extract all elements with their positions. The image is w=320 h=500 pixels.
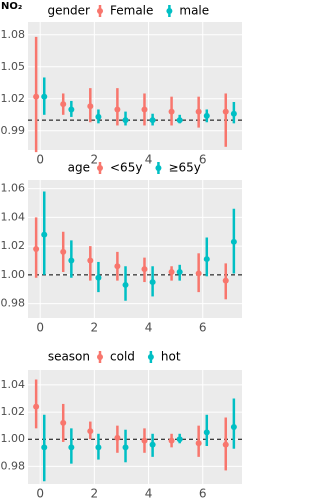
- legend-label: Female: [110, 4, 153, 18]
- point: [95, 444, 102, 451]
- point: [203, 429, 210, 436]
- y-axis-label: NO₂: [1, 1, 22, 12]
- legend-key: [155, 165, 162, 171]
- legend-title: age: [68, 161, 90, 175]
- point: [33, 93, 40, 100]
- point: [122, 444, 129, 451]
- point: [203, 256, 210, 263]
- point: [68, 257, 75, 264]
- point: [33, 403, 40, 410]
- panel-background: [28, 370, 242, 484]
- panel-background: [28, 22, 242, 150]
- point: [95, 274, 102, 281]
- point: [114, 434, 121, 441]
- point: [222, 277, 229, 284]
- point: [122, 281, 129, 288]
- point: [141, 437, 148, 444]
- x-tick-label: 2: [91, 487, 99, 500]
- x-tick-label: 6: [199, 321, 207, 335]
- x-tick-label: 2: [91, 321, 99, 335]
- point: [168, 108, 175, 115]
- y-tick-label: 1.02: [1, 92, 26, 105]
- point: [168, 437, 175, 444]
- point: [141, 266, 148, 273]
- point: [195, 108, 202, 115]
- point: [149, 117, 156, 124]
- point: [60, 248, 67, 255]
- legend-key: [97, 354, 103, 360]
- y-tick-label: 1.04: [1, 210, 26, 223]
- point: [41, 231, 48, 238]
- y-tick-label: 1.02: [1, 405, 26, 418]
- legend-label: <65y: [110, 161, 142, 175]
- y-tick-label: 1.02: [1, 239, 26, 252]
- point: [195, 270, 202, 277]
- x-tick-label: 0: [36, 153, 44, 167]
- point: [114, 106, 121, 113]
- x-tick-label: 4: [145, 321, 153, 335]
- y-tick-label: 0.98: [1, 297, 26, 310]
- point: [203, 112, 210, 119]
- point: [230, 238, 237, 245]
- point: [168, 269, 175, 275]
- chart: 0.99 1.02 1.05 1.08 0 2 4 6 gender Female male NO₂ 0…: [1, 1, 242, 500]
- y-tick-label: 1.00: [1, 268, 26, 281]
- legend-key: [97, 165, 103, 171]
- x-tick-label: 6: [199, 153, 207, 167]
- point: [68, 106, 75, 113]
- point: [141, 106, 148, 113]
- point: [33, 246, 40, 252]
- legend-key: [97, 8, 103, 14]
- legend-label: hot: [161, 350, 181, 364]
- point: [68, 444, 75, 451]
- x-tick-label: 0: [36, 487, 44, 500]
- point: [176, 269, 183, 275]
- y-tick-label: 0.99: [1, 124, 26, 137]
- point: [195, 440, 202, 447]
- legend-title: gender: [47, 4, 90, 18]
- point: [122, 117, 129, 124]
- point: [41, 93, 48, 100]
- point: [95, 113, 102, 120]
- point: [176, 436, 183, 443]
- x-tick-label: 2: [91, 153, 99, 167]
- panel-background: [28, 180, 242, 318]
- legend-key: [147, 354, 154, 360]
- legend-label: cold: [110, 350, 135, 364]
- y-tick-label: 1.05: [1, 60, 26, 73]
- point: [222, 108, 229, 115]
- legend-label: ≥65y: [168, 161, 200, 175]
- point: [60, 419, 67, 426]
- point: [114, 263, 121, 270]
- point: [149, 441, 156, 448]
- y-tick-label: 1.06: [1, 182, 26, 195]
- point: [230, 424, 237, 430]
- y-tick-label: 1.04: [1, 378, 26, 391]
- point: [176, 117, 183, 124]
- point: [60, 101, 67, 108]
- point: [87, 257, 94, 264]
- legend-label: male: [179, 4, 209, 18]
- legend-key: [166, 8, 173, 14]
- x-tick-label: 4: [145, 487, 153, 500]
- y-tick-label: 1.00: [1, 432, 26, 445]
- y-tick-label: 1.08: [1, 28, 26, 41]
- y-tick-label: 0.98: [1, 459, 26, 472]
- point: [41, 444, 48, 451]
- x-tick-label: 0: [36, 321, 44, 335]
- x-tick-label: 6: [199, 487, 207, 500]
- point: [87, 428, 94, 435]
- point: [149, 279, 156, 286]
- legend-title: season: [48, 350, 90, 364]
- point: [87, 103, 94, 110]
- x-tick-label: 4: [145, 153, 153, 167]
- point: [230, 110, 237, 117]
- point: [222, 441, 229, 448]
